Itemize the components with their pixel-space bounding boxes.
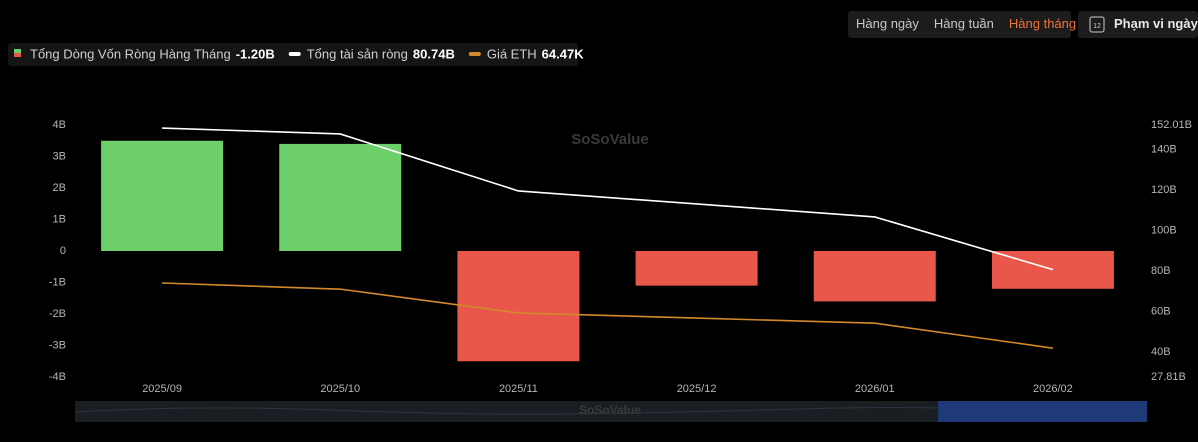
y2-tick-label: 40B [1151,346,1171,358]
legend-swatch [14,49,21,53]
bar [279,143,402,251]
x-tick-label: 2026/02 [1033,383,1073,395]
x-tick-label: 2025/11 [499,383,538,395]
y-tick-label: 1B [53,213,66,225]
date-range-label[interactable]: Phạm vi ngày [1114,16,1198,31]
legend-value: 64.47K [542,46,585,61]
legend-label[interactable]: Tổng tài sản ròng [307,46,408,61]
y2-tick-label: 152.01B [1151,119,1192,131]
y-tick-label: 0 [60,245,66,257]
y2-tick-label: 120B [1151,184,1177,196]
x-tick-label: 2025/09 [142,383,182,395]
y-tick-label: 4B [53,119,66,131]
x-tick-label: 2025/10 [320,383,360,395]
y-tick-label: -3B [49,339,66,351]
y2-tick-label: 60B [1151,306,1171,318]
period-toggle [848,11,1071,38]
calendar-icon [1089,16,1105,33]
period-button[interactable]: Hàng tuần [934,16,994,31]
legend-label[interactable]: Giá ETH [487,46,537,61]
date-range-button[interactable] [1078,11,1198,38]
line [162,282,1054,349]
y2-tick-label: 27.81B [1151,371,1186,383]
legend-swatch [288,52,301,56]
y-tick-label: -4B [49,371,66,383]
legend-swatch [468,52,481,56]
watermark: SoSoValue [571,131,649,148]
bar [457,251,580,362]
calendar-day: 12 [1093,23,1101,30]
legend-value: 80.74B [413,46,455,61]
y2-tick-label: 100B [1151,224,1177,236]
bar [635,251,758,286]
y-tick-label: 2B [53,182,66,194]
y-tick-label: 3B [53,150,66,162]
bar [813,251,936,302]
legend-swatch [14,53,21,57]
navigator[interactable] [75,401,1147,422]
line [162,127,1054,271]
period-button[interactable]: Hàng tháng [1009,16,1076,31]
bar [101,140,224,251]
y2-tick-label: 140B [1151,143,1177,155]
y-tick-label: -1B [49,276,66,288]
period-button[interactable]: Hàng ngày [856,16,919,31]
legend-label[interactable]: Tổng Dòng Vốn Ròng Hàng Tháng [30,46,231,61]
x-tick-label: 2026/01 [855,383,895,395]
x-tick-label: 2025/12 [677,383,717,395]
navigator-selection[interactable] [938,401,1147,422]
y-tick-label: -2B [49,308,66,320]
legend-value: -1.20B [236,46,275,61]
navigator-watermark: SoSoValue [579,403,641,417]
y2-tick-label: 80B [1151,265,1171,277]
